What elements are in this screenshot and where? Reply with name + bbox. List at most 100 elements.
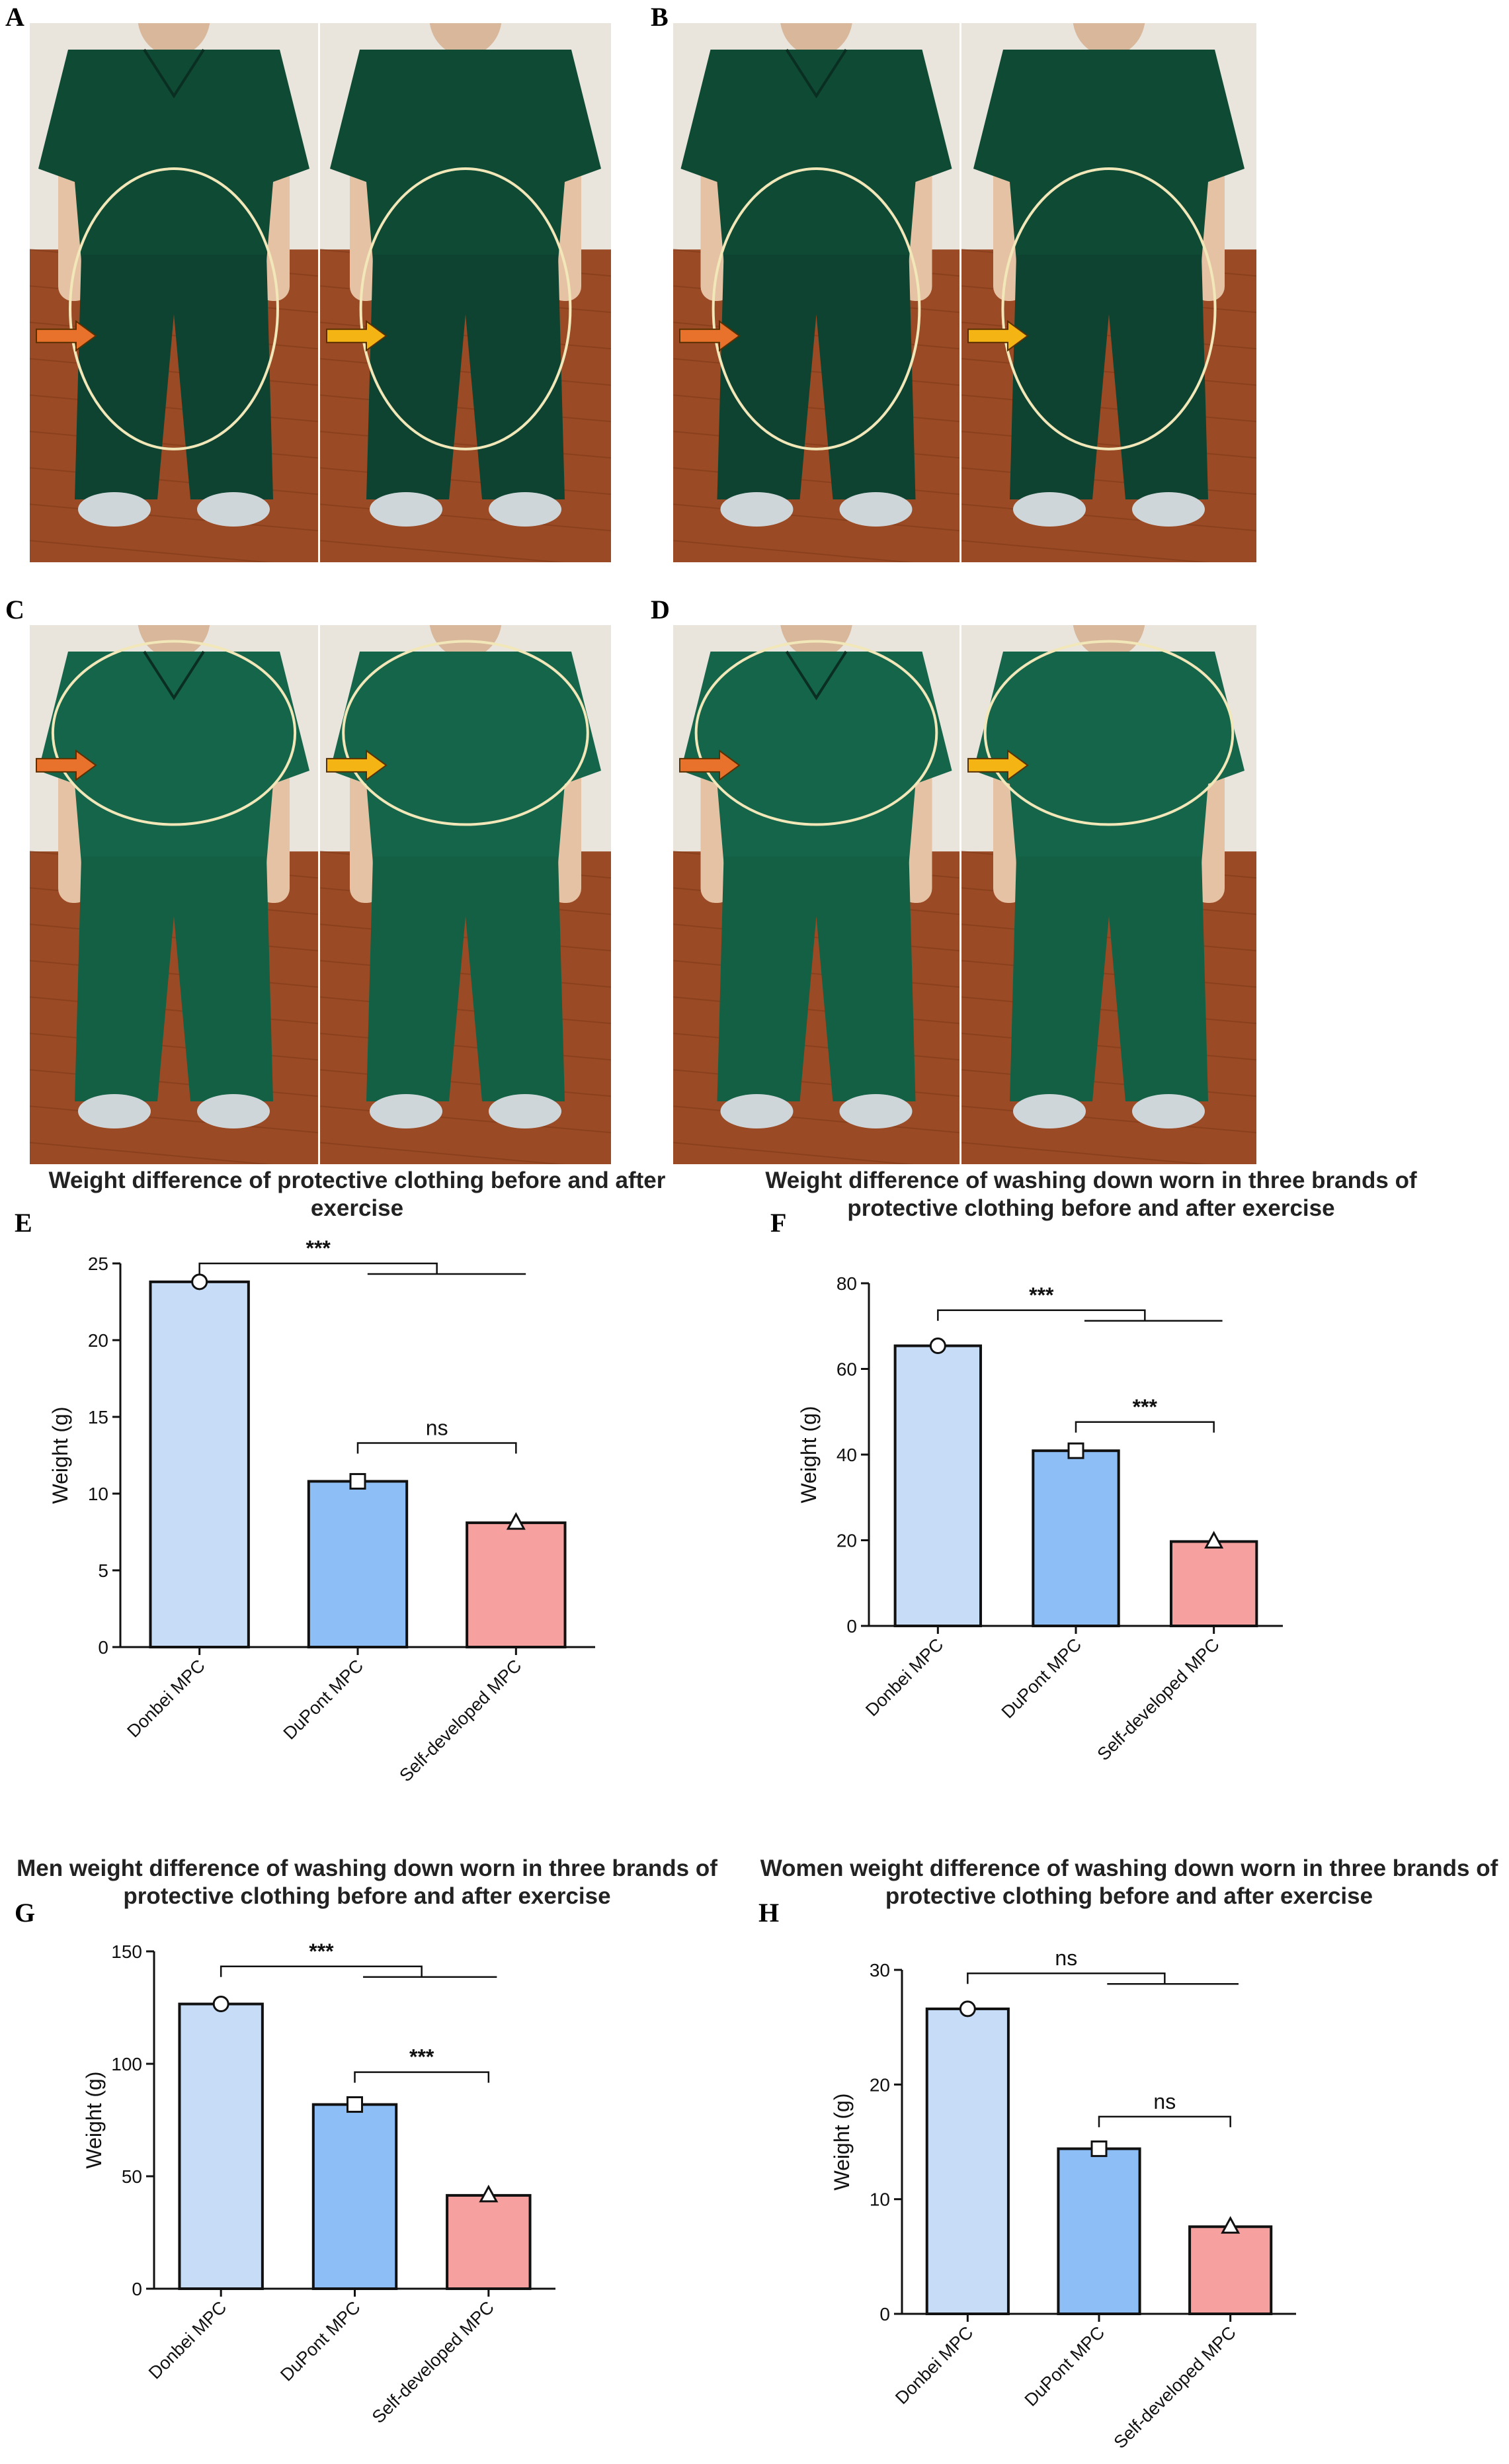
photo-illustration xyxy=(30,23,318,562)
y-tick-label: 0 xyxy=(132,2279,142,2299)
significance-bracket xyxy=(354,2071,490,2083)
head xyxy=(429,23,502,56)
category-label: Donbei MPC xyxy=(862,1635,947,1720)
highlight-ellipse-icon xyxy=(342,640,589,826)
floor-plank xyxy=(320,503,611,532)
y-tick-label: 5 xyxy=(98,1560,108,1581)
shoe-cover xyxy=(1132,1094,1205,1128)
panel-label-g: G xyxy=(15,1898,36,1928)
scrub-pants xyxy=(366,857,565,1101)
shoe-cover xyxy=(489,1094,561,1128)
category-label: Self-developed MPC xyxy=(1110,2322,1240,2452)
bar-2 xyxy=(1057,2147,1141,2315)
highlight-ellipse-icon xyxy=(983,640,1235,826)
chart-g: 0 50 100 150 Weight (g) Donbei MPC DuPont MPC S… xyxy=(73,1932,589,2461)
scrub-pants xyxy=(366,255,565,499)
floor-plank xyxy=(320,996,611,1025)
significance-bracket xyxy=(220,1965,423,1977)
v-neck xyxy=(785,650,848,701)
bar-2 xyxy=(307,1480,409,1648)
floor-plank xyxy=(961,540,1210,562)
y-tick-label: 20 xyxy=(870,2074,890,2095)
significance-bracket xyxy=(1075,1421,1215,1433)
yellow-arrow-icon xyxy=(326,319,387,352)
floor-plank xyxy=(320,540,565,562)
significance-label: ns xyxy=(426,1416,448,1439)
photo-b-back xyxy=(961,23,1256,562)
v-neck xyxy=(785,48,848,99)
panel-label-c: C xyxy=(5,595,24,624)
shoe-cover xyxy=(1132,492,1205,527)
bar-2 xyxy=(311,2103,398,2290)
y-axis-label: Weight (g) xyxy=(797,1406,821,1503)
square-marker-icon xyxy=(349,1472,366,1490)
highlight-ellipse-icon xyxy=(51,640,297,826)
y-tick-label: 150 xyxy=(111,1941,142,1962)
scrub-pants xyxy=(75,857,273,1101)
y-tick-label: 0 xyxy=(879,2304,890,2324)
significance-bracket xyxy=(356,1442,517,1454)
scrub-pants xyxy=(717,857,916,1101)
floor-plank xyxy=(320,960,611,988)
category-label: DuPont MPC xyxy=(280,1656,368,1744)
photo-illustration xyxy=(673,23,959,562)
panel-label-e: E xyxy=(15,1208,32,1238)
photo-illustration xyxy=(320,625,611,1164)
highlight-ellipse-icon xyxy=(694,640,938,826)
panel-label-a: A xyxy=(5,2,24,32)
photo-illustration xyxy=(961,23,1256,562)
shoe-cover xyxy=(370,492,442,527)
shoe-cover xyxy=(1013,1094,1086,1128)
floor-plank xyxy=(961,1105,1256,1134)
category-label: DuPont MPC xyxy=(276,2297,364,2385)
significance-label: ns xyxy=(1153,2090,1176,2113)
triangle-marker-icon xyxy=(1221,2216,1241,2234)
shoe-cover xyxy=(489,492,561,527)
scrub-shirt xyxy=(38,50,309,261)
triangle-marker-icon xyxy=(1204,1531,1224,1549)
y-tick-label: 0 xyxy=(846,1616,857,1636)
chart-e: 0 5 10 15 20 25 Weight (g) Donbei MPC DuPont MPC… xyxy=(48,1217,648,1785)
floor-plank xyxy=(673,540,915,562)
chart-f: 0 20 40 60 80 Weight (g) Donbei MPC DuPont MPC S… xyxy=(797,1250,1395,1764)
photo-a-back xyxy=(320,23,611,562)
floor-plank xyxy=(30,960,318,988)
significance-bracket xyxy=(937,1309,1146,1321)
shoe-cover xyxy=(839,1094,913,1128)
y-tick-label: 30 xyxy=(870,1960,890,1980)
y-tick-label: 20 xyxy=(88,1330,108,1351)
scrub-shirt xyxy=(680,50,952,261)
photo-c-front xyxy=(30,625,318,1164)
floor-plank xyxy=(30,1142,273,1164)
orange-arrow-icon xyxy=(679,319,741,352)
bar-1 xyxy=(893,1344,983,1627)
y-tick-label: 25 xyxy=(88,1253,108,1274)
highlight-ellipse-icon xyxy=(359,167,572,450)
floor-plank xyxy=(961,1033,1256,1061)
bar-3 xyxy=(1169,1540,1258,1628)
yellow-arrow-icon xyxy=(967,749,1029,781)
panel-label-f: F xyxy=(770,1208,787,1238)
y-tick-label: 15 xyxy=(88,1407,108,1427)
floor-plank xyxy=(30,503,318,532)
square-marker-icon xyxy=(1067,1442,1084,1459)
head xyxy=(1073,23,1145,56)
shoe-cover xyxy=(370,1094,442,1128)
orange-arrow-icon xyxy=(36,319,97,352)
panel-label-d: D xyxy=(651,595,670,624)
chart-g-title: Men weight difference of washing down wo… xyxy=(17,1855,717,1909)
chart-h: 0 10 20 30 Weight (g) Donbei MPC DuPont MPC Sel… xyxy=(830,1932,1349,2461)
scrub-shirt xyxy=(973,50,1244,261)
highlight-ellipse-icon xyxy=(712,167,921,450)
highlight-ellipse-icon xyxy=(69,167,279,450)
head xyxy=(138,23,210,56)
floor-plank xyxy=(320,923,611,952)
significance-label: ns xyxy=(1055,1946,1077,1970)
triangle-marker-icon xyxy=(479,2184,499,2203)
scrub-pants xyxy=(1010,857,1208,1101)
head xyxy=(780,23,852,56)
chart-h-title: Women weight difference of washing down … xyxy=(760,1855,1498,1909)
category-label: Self-developed MPC xyxy=(1094,1635,1223,1764)
scrub-pants xyxy=(717,255,916,499)
circle-marker-icon xyxy=(191,1273,208,1291)
